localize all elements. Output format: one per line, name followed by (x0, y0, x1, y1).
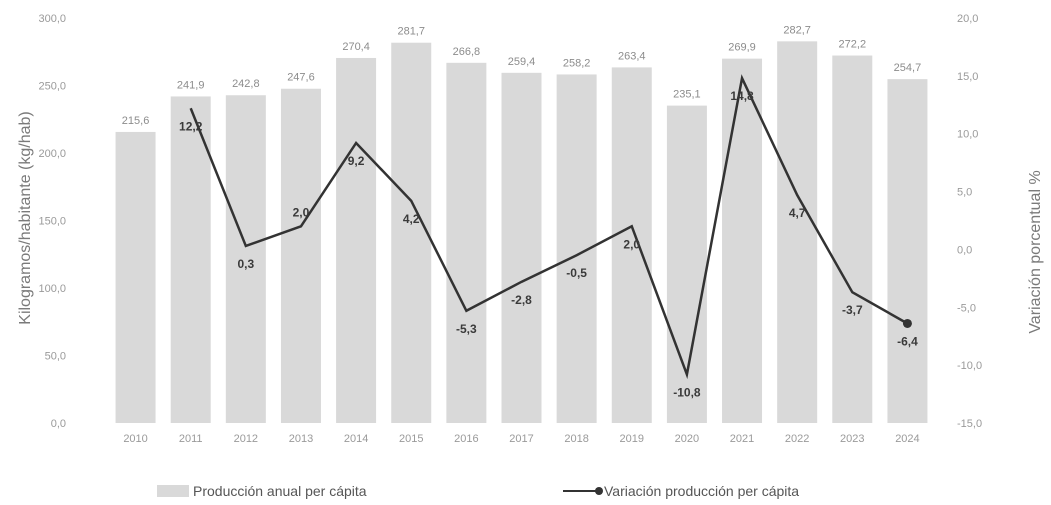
x-tick-2024: 2024 (895, 433, 919, 445)
x-axis: 2010 2011 2012 2013 2014 2015 2016 2017 2018 2019… (123, 433, 919, 445)
y-left-tick-150: 150,0 (38, 216, 66, 228)
y-left-tick-50: 50,0 (45, 351, 66, 363)
bar-label-2014: 270,4 (342, 41, 370, 53)
bar-label-2018: 258,2 (563, 57, 591, 69)
line-label-2022: 4,7 (789, 206, 806, 220)
line-label-2013: 2,0 (293, 205, 310, 219)
line-label-2024: -6,4 (897, 334, 918, 348)
bars-group (115, 41, 928, 424)
legend-label-line: Variación producción per cápita (604, 483, 799, 499)
bar-label-2010: 215,6 (122, 115, 150, 127)
bar-2024 (887, 79, 928, 423)
line-label-2014: 9,2 (348, 154, 365, 168)
line-label-2023: -3,7 (842, 303, 863, 317)
bar-2012 (225, 95, 266, 423)
y-right-tick--15: -15,0 (957, 418, 982, 430)
x-tick-2022: 2022 (785, 433, 809, 445)
line-label-2021: 14,8 (730, 89, 754, 103)
bar-2021 (722, 58, 763, 423)
bar-2010 (115, 131, 156, 423)
x-tick-2014: 2014 (344, 433, 368, 445)
x-tick-2016: 2016 (454, 433, 478, 445)
x-tick-2018: 2018 (564, 433, 588, 445)
x-tick-2019: 2019 (620, 433, 644, 445)
x-tick-2023: 2023 (840, 433, 864, 445)
variation-marker-2024 (902, 318, 912, 328)
bar-label-2011: 241,9 (177, 79, 205, 91)
bar-2023 (832, 55, 873, 423)
line-labels-group: 12,2 0,3 2,0 9,2 4,2 -5,3 -2,8 -0,5 2,0 -10,8 14,8… (179, 89, 918, 399)
line-label-2011: 12,2 (179, 119, 203, 133)
y-right-tick-15: 15,0 (957, 71, 978, 83)
legend: Producción anual per cápita Variación pr… (157, 483, 799, 499)
x-tick-2017: 2017 (509, 433, 533, 445)
bar-label-2022: 282,7 (783, 24, 811, 36)
bar-2014 (336, 57, 377, 424)
line-group (189, 74, 912, 380)
legend-swatch-marker (595, 487, 603, 495)
y-axis-right: -15,0 -10,0 -5,0 0,0 5,0 10,0 15,0 20,0 (957, 13, 982, 430)
legend-label-bar: Producción anual per cápita (193, 483, 367, 499)
bar-label-2012: 242,8 (232, 78, 260, 90)
x-tick-2015: 2015 (399, 433, 423, 445)
bar-label-2024: 254,7 (894, 62, 922, 74)
bar-label-2019: 263,4 (618, 50, 646, 62)
line-label-2017: -2,8 (511, 293, 532, 307)
line-label-2019: 2,0 (623, 237, 640, 251)
bar-2017 (501, 72, 542, 423)
bar-2016 (446, 62, 487, 423)
bar-label-2013: 247,6 (287, 72, 315, 84)
y-left-tick-250: 250,0 (38, 81, 66, 93)
bar-labels-group: 215,6 241,9 242,8 247,6 270,4 281,7 266,8 259,4… (122, 24, 921, 127)
line-label-2012: 0,3 (237, 257, 254, 271)
legend-swatch-bar (157, 485, 189, 497)
bar-2011 (170, 96, 211, 423)
bar-label-2021: 269,9 (728, 42, 756, 54)
y-left-tick-300: 300,0 (38, 13, 66, 25)
x-tick-2020: 2020 (675, 433, 699, 445)
y-right-tick--5: -5,0 (957, 302, 976, 314)
bar-label-2017: 259,4 (508, 56, 536, 68)
y-right-tick-20: 20,0 (957, 13, 978, 25)
bar-label-2016: 266,8 (453, 46, 481, 58)
x-tick-2012: 2012 (234, 433, 258, 445)
y-right-tick-10: 10,0 (957, 129, 978, 141)
y-left-tick-0: 0,0 (51, 418, 66, 430)
y-axis-right-title: Variación porcentual % (1027, 170, 1044, 333)
line-label-2015: 4,2 (403, 212, 420, 226)
bar-2015 (391, 42, 432, 423)
y-left-tick-200: 200,0 (38, 148, 66, 160)
variation-line (189, 74, 909, 380)
y-right-tick--10: -10,0 (957, 360, 982, 372)
line-label-2016: -5,3 (456, 322, 477, 336)
x-tick-2011: 2011 (179, 433, 203, 445)
bar-label-2020: 235,1 (673, 89, 701, 101)
bar-label-2023: 272,2 (839, 39, 867, 51)
bar-2013 (280, 88, 321, 424)
y-axis-left: 0,0 50,0 100,0 150,0 200,0 250,0 300,0 (38, 13, 66, 430)
x-tick-2010: 2010 (123, 433, 147, 445)
y-right-tick-0: 0,0 (957, 244, 972, 256)
x-tick-2013: 2013 (289, 433, 313, 445)
bar-label-2015: 281,7 (397, 26, 425, 38)
line-label-2018: -0,5 (566, 266, 587, 280)
bar-2019 (611, 67, 652, 423)
line-label-2020: -10,8 (673, 385, 701, 399)
y-right-tick-5: 5,0 (957, 187, 972, 199)
y-axis-left-title: Kilogramos/habitante (kg/hab) (17, 111, 34, 324)
y-left-tick-100: 100,0 (38, 283, 66, 295)
x-tick-2021: 2021 (730, 433, 754, 445)
bar-2022 (777, 41, 818, 423)
